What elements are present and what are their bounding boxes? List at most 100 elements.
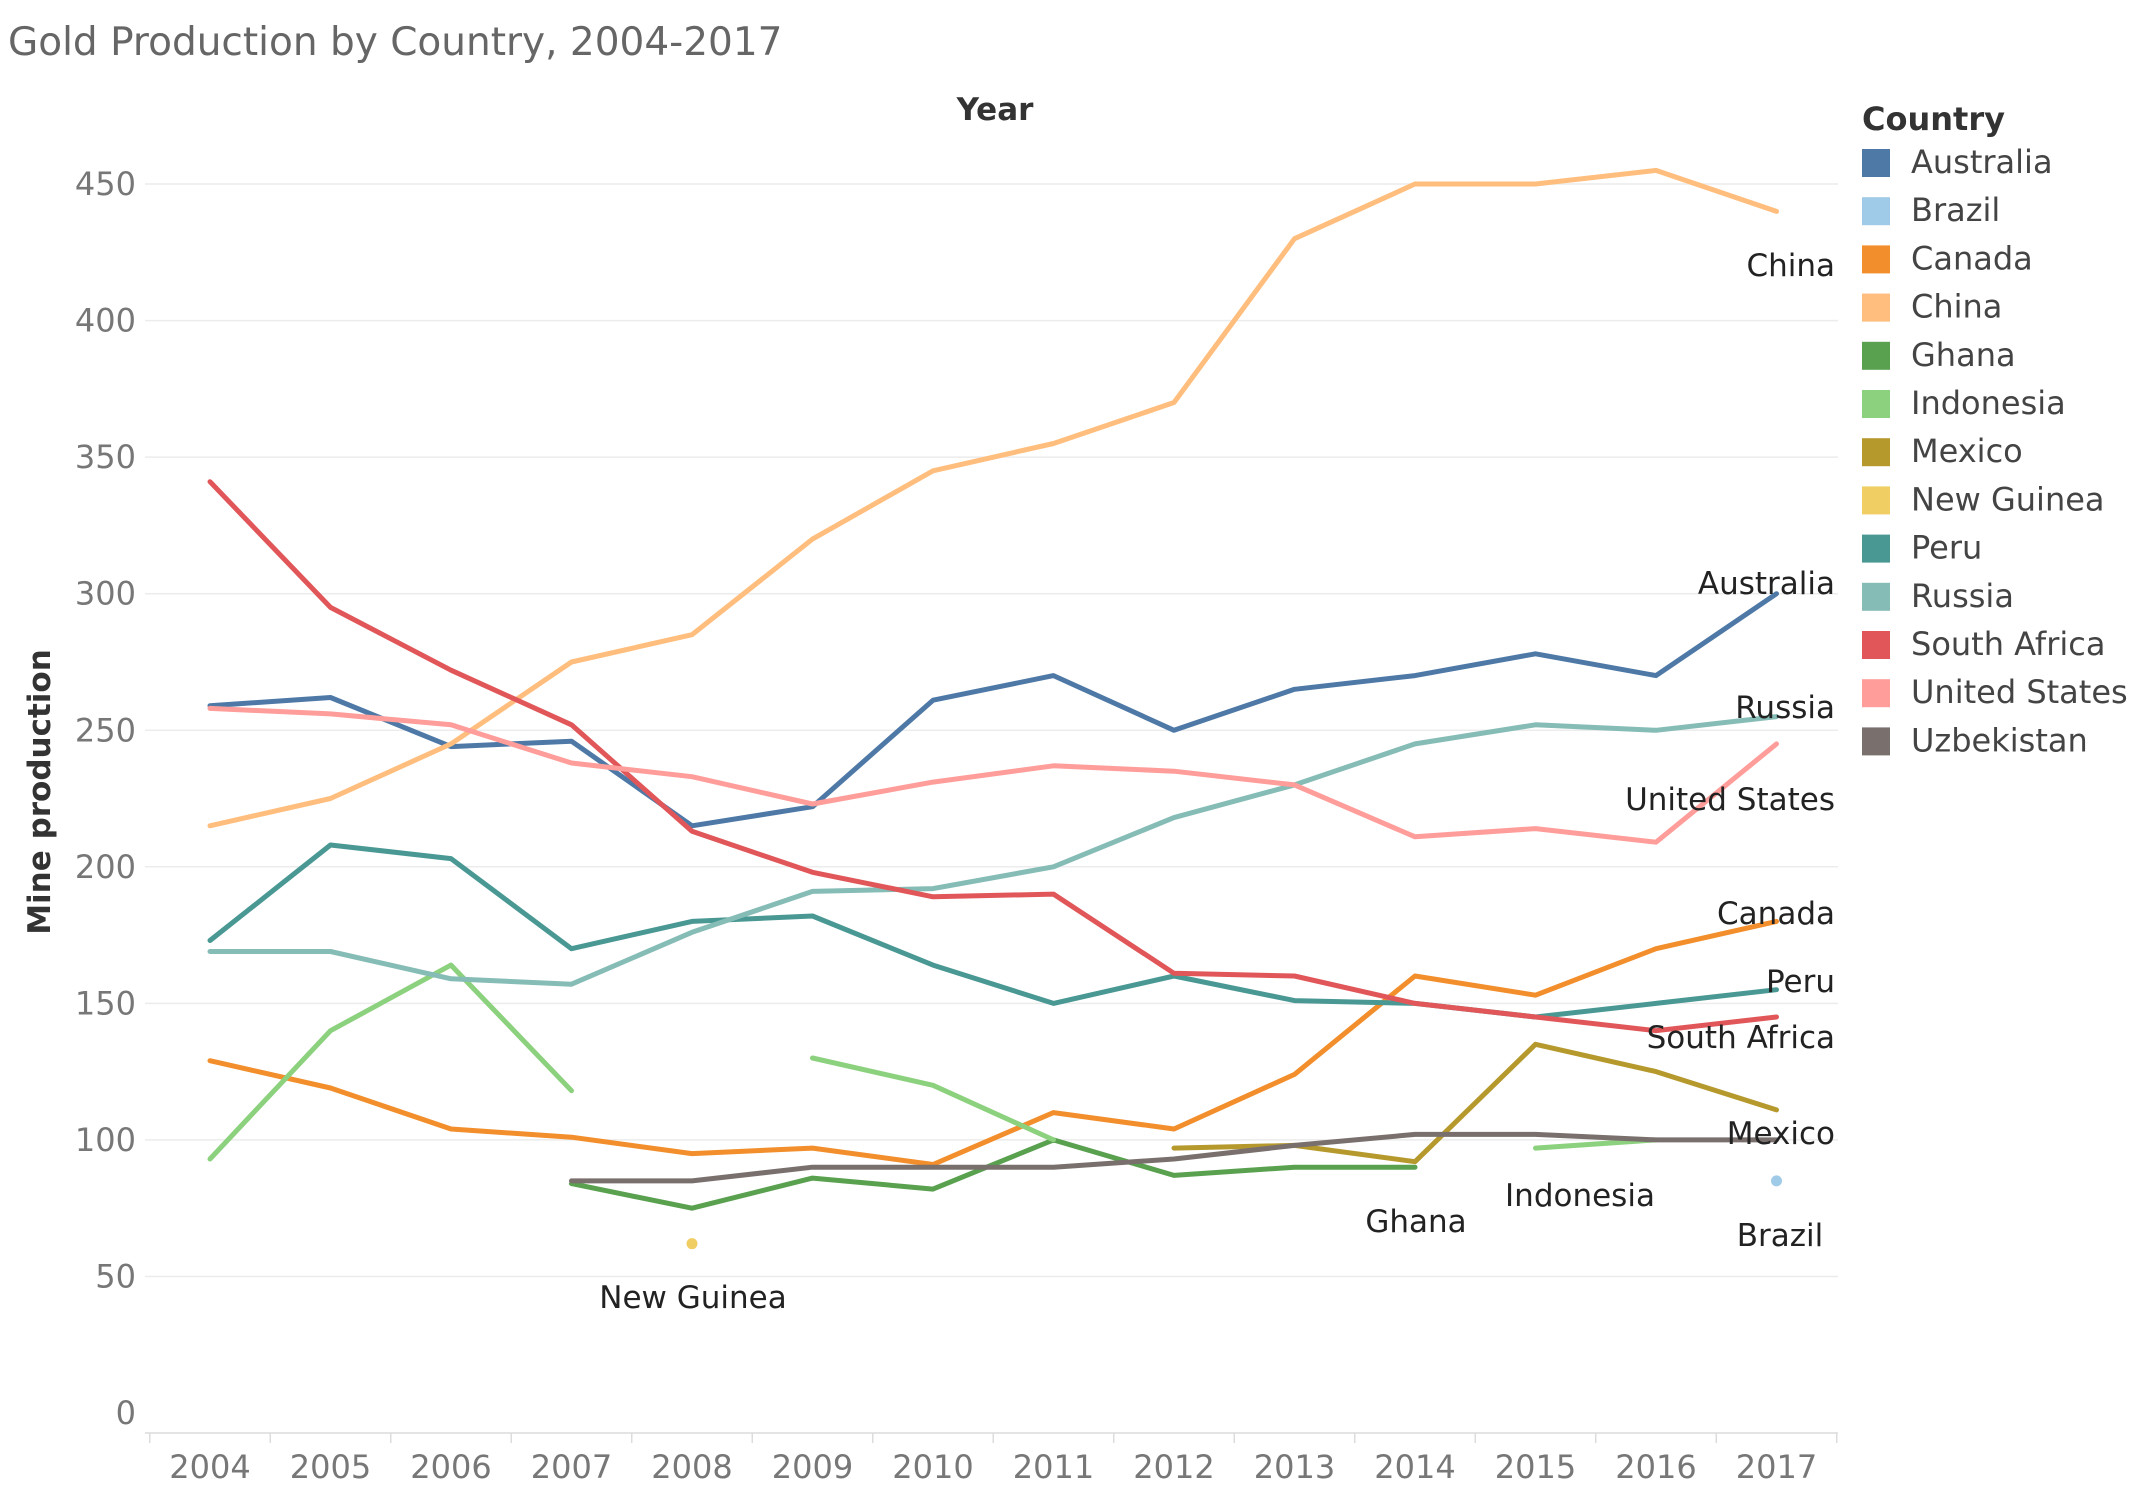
legend-swatch: [1862, 197, 1890, 226]
series-label: Brazil: [1737, 1218, 1824, 1254]
series-label: Peru: [1766, 964, 1835, 1000]
series-labels: Australia Brazil Canada China Ghana Indonesia…: [599, 248, 1835, 1316]
legend-label: Mexico: [1911, 432, 2023, 470]
x-tick-label: 2010: [892, 1448, 973, 1486]
series-label: New Guinea: [599, 1280, 786, 1316]
x-tick-label: 2016: [1615, 1448, 1696, 1486]
legend-swatch: [1862, 486, 1890, 515]
legend-label: Peru: [1911, 529, 1982, 567]
y-tick-label: 300: [75, 575, 136, 613]
gridlines: [145, 183, 1838, 1278]
y-tick-label: 250: [75, 711, 136, 749]
series-line: [207, 591, 1779, 829]
legend-swatch: [1862, 727, 1890, 756]
series-united-states: [207, 705, 1779, 845]
legend-label: Australia: [1911, 143, 2053, 181]
series-line: [207, 962, 574, 1162]
legend-label: Brazil: [1911, 191, 2000, 229]
series-line: [207, 479, 1779, 1034]
legend-label: New Guinea: [1911, 480, 2105, 518]
legend-item[interactable]: Indonesia: [1862, 384, 2066, 422]
x-tick-label: 2007: [531, 1448, 612, 1486]
series-uzbekistan: [569, 1131, 1779, 1184]
x-tick-label: 2012: [1133, 1448, 1214, 1486]
legend-swatch: [1862, 149, 1890, 177]
legend-title: Country: [1862, 100, 2005, 138]
x-tick-label: 2009: [772, 1448, 853, 1486]
series-line: [569, 1131, 1779, 1184]
x-tick-label: 2015: [1495, 1448, 1576, 1486]
legend-label: Ghana: [1911, 336, 2016, 374]
y-tick-label: 450: [75, 165, 136, 203]
legend-label: China: [1911, 288, 2002, 326]
series-label: China: [1746, 248, 1835, 284]
legend-item[interactable]: New Guinea: [1862, 480, 2105, 518]
series-russia: [207, 714, 1779, 987]
legend-swatch: [1862, 293, 1890, 322]
x-tick-label: 2006: [410, 1448, 491, 1486]
series-ghana: [569, 1137, 1418, 1211]
legend-label: United States: [1911, 673, 2128, 711]
legend-item[interactable]: Ghana: [1862, 336, 2016, 374]
y-tick-label: 100: [75, 1121, 136, 1159]
legend-swatch: [1862, 245, 1890, 274]
legend-swatch: [1862, 438, 1890, 467]
series-line: [207, 705, 1779, 845]
legend-item[interactable]: United States: [1862, 673, 2128, 711]
series-lines: [207, 167, 1782, 1250]
legend-item[interactable]: China: [1862, 288, 2002, 326]
series-brazil: [1771, 1175, 1782, 1187]
legend-item[interactable]: Peru: [1862, 529, 1982, 567]
series-australia: [207, 591, 1779, 829]
legend-item[interactable]: Uzbekistan: [1862, 721, 2088, 759]
x-tick-label: 2014: [1374, 1448, 1455, 1486]
series-mexico: [1171, 1041, 1779, 1165]
legend-item[interactable]: Australia: [1862, 143, 2053, 181]
series-label: Indonesia: [1505, 1178, 1655, 1214]
series-label: Russia: [1735, 690, 1835, 726]
chart-title: Gold Production by Country, 2004-2017: [8, 20, 783, 65]
legend-label: South Africa: [1911, 625, 2105, 663]
series-line: [207, 918, 1779, 1167]
legend-swatch: [1862, 534, 1890, 563]
legend-item[interactable]: Canada: [1862, 239, 2033, 277]
legend-swatch: [1862, 582, 1890, 611]
series-south-africa: [207, 479, 1779, 1034]
legend-label: Uzbekistan: [1911, 721, 2088, 759]
y-tick-label: 200: [75, 848, 136, 886]
legend-label: Canada: [1911, 239, 2033, 277]
y-tick-label: 400: [75, 302, 136, 340]
series-label: South Africa: [1647, 1020, 1835, 1056]
legend-label: Indonesia: [1911, 384, 2066, 422]
x-tick-label: 2017: [1736, 1448, 1817, 1486]
series-canada: [207, 918, 1779, 1167]
legend-swatch: [1862, 679, 1890, 708]
x-tick-label: 2005: [290, 1448, 371, 1486]
y-tick-label: 50: [95, 1257, 136, 1295]
legend-item[interactable]: Mexico: [1862, 432, 2023, 470]
y-axis-title: Mine production: [22, 649, 58, 935]
y-tick-label: 350: [75, 438, 136, 476]
series-line: [810, 1055, 1056, 1143]
legend-item[interactable]: South Africa: [1862, 625, 2105, 663]
legend: Country Australia Brazil Canada China Ghana I…: [1862, 100, 2128, 759]
x-axis-title: Year: [956, 92, 1035, 128]
legend-swatch: [1862, 631, 1890, 659]
series-line: [207, 714, 1779, 987]
legend-swatch: [1862, 341, 1890, 370]
series-line: [1171, 1041, 1779, 1165]
x-tick-label: 2004: [169, 1448, 250, 1486]
series-new-guinea: [686, 1238, 698, 1250]
data-point: [1771, 1175, 1782, 1187]
legend-item[interactable]: Brazil: [1862, 191, 2000, 229]
data-point: [686, 1238, 698, 1250]
series-line: [569, 1137, 1418, 1211]
series-label: Ghana: [1365, 1204, 1466, 1240]
legend-item[interactable]: Russia: [1862, 577, 2014, 615]
y-tick-label: 150: [75, 984, 136, 1022]
x-tick-label: 2008: [651, 1448, 732, 1486]
series-label: Mexico: [1727, 1116, 1835, 1152]
series-label: Australia: [1698, 566, 1835, 602]
series-indonesia: [207, 962, 1659, 1162]
